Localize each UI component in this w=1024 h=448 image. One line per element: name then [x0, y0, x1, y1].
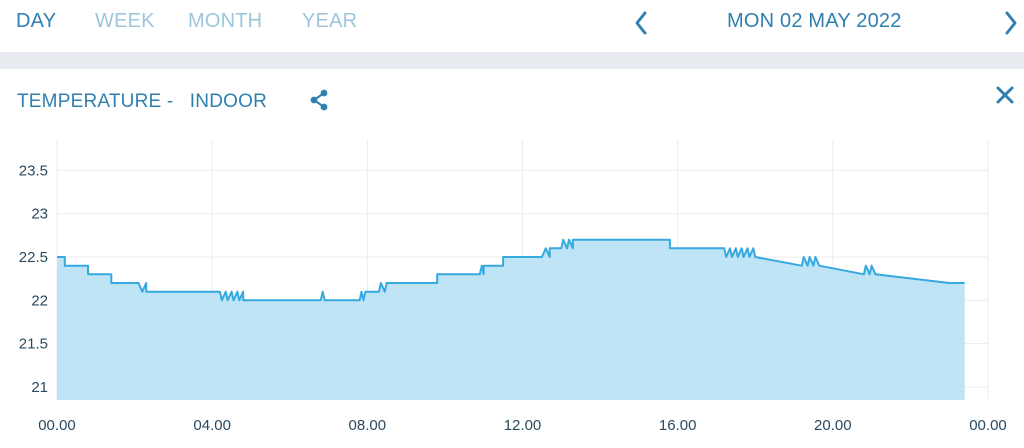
x-tick-label: 00.00 — [38, 417, 76, 434]
x-tick-label: 00.00 — [969, 417, 1007, 434]
temperature-line — [57, 238, 965, 302]
tab-day[interactable]: DAY — [16, 10, 57, 32]
x-tick-label: 12.00 — [504, 417, 542, 434]
y-tick-label: 21.5 — [19, 336, 48, 353]
x-tick-label: 08.00 — [349, 417, 387, 434]
y-tick-label: 22 — [31, 292, 48, 309]
x-tick-label: 04.00 — [193, 417, 231, 434]
tab-year[interactable]: YEAR — [302, 10, 358, 32]
chevron-right-icon[interactable] — [1000, 8, 1024, 38]
temperature-area-fill — [57, 239, 965, 400]
share-icon[interactable] — [308, 89, 330, 111]
close-icon[interactable] — [994, 84, 1016, 106]
temperature-chart: 23.5 23 22.5 22 21.5 21 00.00 04.00 08.00 12.00 1… — [19, 140, 1007, 434]
x-tick-label: 16.00 — [659, 417, 697, 434]
y-tick-label: 23.5 — [19, 162, 48, 179]
section-divider — [0, 52, 1024, 69]
chevron-left-icon[interactable] — [630, 8, 654, 38]
y-tick-label: 23 — [31, 206, 48, 223]
y-tick-label: 21 — [31, 379, 48, 396]
x-tick-label: 20.00 — [814, 417, 852, 434]
panel-title: TEMPERATURE - INDOOR — [17, 91, 267, 112]
tab-month[interactable]: MONTH — [188, 10, 263, 32]
tab-week[interactable]: WEEK — [95, 10, 155, 32]
period-toolbar: DAY WEEK MONTH YEAR MON 02 MAY 2022 — [0, 0, 1024, 52]
y-tick-label: 22.5 — [19, 249, 48, 266]
date-label[interactable]: MON 02 MAY 2022 — [727, 10, 902, 32]
